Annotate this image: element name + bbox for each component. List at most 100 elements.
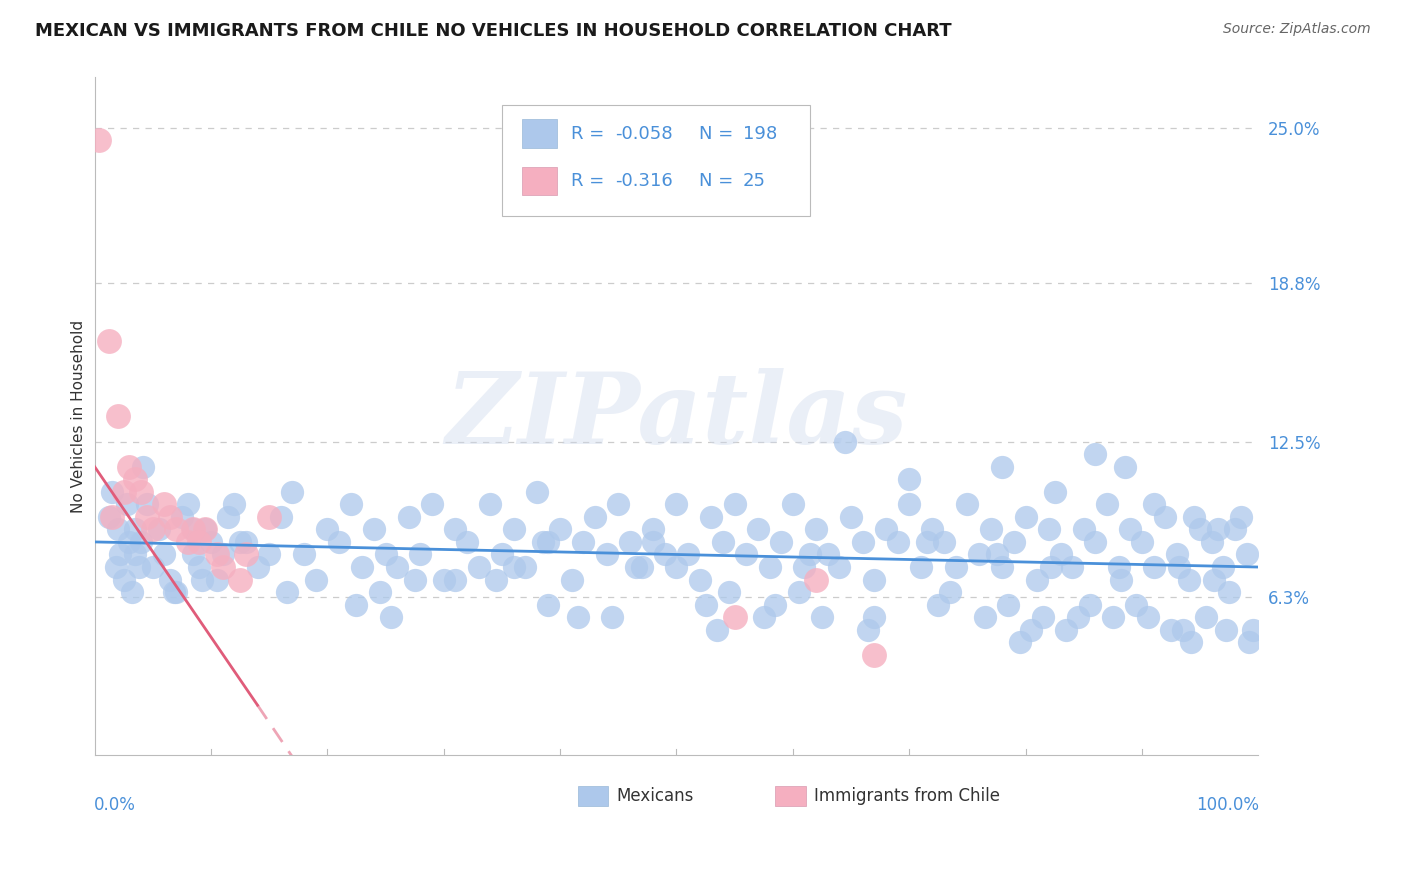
Point	[124, 522, 146, 536]
Point	[89, 133, 111, 147]
Point	[858, 623, 880, 637]
Text: R =: R =	[571, 125, 610, 143]
Point	[852, 535, 875, 549]
Point	[817, 548, 839, 562]
Point	[689, 573, 711, 587]
Point	[531, 535, 554, 549]
Text: MEXICAN VS IMMIGRANTS FROM CHILE NO VEHICLES IN HOUSEHOLD CORRELATION CHART: MEXICAN VS IMMIGRANTS FROM CHILE NO VEHI…	[35, 22, 952, 40]
Text: 100.0%: 100.0%	[1197, 796, 1260, 814]
Point	[747, 522, 769, 536]
Point	[1223, 522, 1246, 536]
Point	[956, 497, 979, 511]
Point	[1215, 623, 1237, 637]
Point	[124, 548, 146, 562]
Point	[404, 573, 426, 587]
Point	[153, 548, 176, 562]
Point	[235, 548, 257, 562]
Point	[1142, 497, 1164, 511]
Point	[1236, 548, 1258, 562]
Point	[991, 459, 1014, 474]
Point	[1177, 573, 1199, 587]
Point	[467, 560, 489, 574]
Point	[1180, 635, 1202, 649]
Text: ZIPatlas: ZIPatlas	[446, 368, 908, 465]
Text: 25: 25	[742, 172, 766, 190]
Point	[572, 535, 595, 549]
Point	[107, 409, 129, 424]
Point	[128, 560, 150, 574]
Point	[804, 522, 827, 536]
Text: 198: 198	[742, 125, 778, 143]
Point	[112, 484, 135, 499]
Point	[153, 497, 176, 511]
Point	[205, 573, 228, 587]
Point	[1021, 623, 1043, 637]
Point	[1002, 535, 1025, 549]
Point	[129, 535, 152, 549]
Point	[537, 535, 560, 549]
Text: -0.058: -0.058	[614, 125, 672, 143]
Point	[1182, 509, 1205, 524]
Point	[398, 509, 420, 524]
Point	[224, 497, 246, 511]
Point	[526, 484, 548, 499]
Point	[770, 535, 793, 549]
Point	[1189, 522, 1212, 536]
Point	[170, 509, 193, 524]
Point	[583, 509, 606, 524]
Point	[735, 548, 758, 562]
Point	[537, 598, 560, 612]
Point	[839, 509, 862, 524]
Point	[159, 573, 181, 587]
Text: Source: ZipAtlas.com: Source: ZipAtlas.com	[1223, 22, 1371, 37]
Point	[763, 598, 786, 612]
Point	[1201, 535, 1223, 549]
Point	[339, 497, 361, 511]
Point	[183, 522, 205, 536]
Point	[1026, 573, 1049, 587]
Point	[1218, 585, 1240, 599]
Point	[165, 585, 187, 599]
Point	[121, 585, 143, 599]
Point	[1125, 598, 1147, 612]
Point	[363, 522, 385, 536]
Point	[875, 522, 897, 536]
Point	[787, 585, 810, 599]
Point	[1241, 623, 1264, 637]
Point	[176, 497, 198, 511]
Point	[176, 535, 198, 549]
Point	[205, 548, 228, 562]
Point	[921, 522, 943, 536]
Point	[799, 548, 821, 562]
Point	[1084, 447, 1107, 461]
Point	[142, 560, 165, 574]
Point	[758, 560, 780, 574]
Point	[1084, 535, 1107, 549]
Point	[1136, 610, 1159, 624]
Point	[863, 573, 886, 587]
Point	[188, 560, 211, 574]
Point	[194, 522, 217, 536]
Point	[183, 522, 205, 536]
Point	[1154, 509, 1177, 524]
Point	[97, 509, 120, 524]
Point	[1049, 548, 1071, 562]
Point	[374, 548, 396, 562]
Point	[229, 535, 252, 549]
Point	[115, 497, 138, 511]
Point	[148, 522, 170, 536]
Point	[1171, 623, 1194, 637]
Point	[724, 497, 747, 511]
Point	[700, 509, 723, 524]
Point	[991, 560, 1014, 574]
Point	[328, 535, 350, 549]
Point	[811, 610, 834, 624]
Text: N =: N =	[699, 125, 738, 143]
Point	[898, 472, 921, 486]
Point	[124, 472, 146, 486]
Point	[433, 573, 456, 587]
Point	[1109, 573, 1132, 587]
Point	[1067, 610, 1090, 624]
Point	[834, 434, 856, 449]
Point	[502, 560, 524, 574]
